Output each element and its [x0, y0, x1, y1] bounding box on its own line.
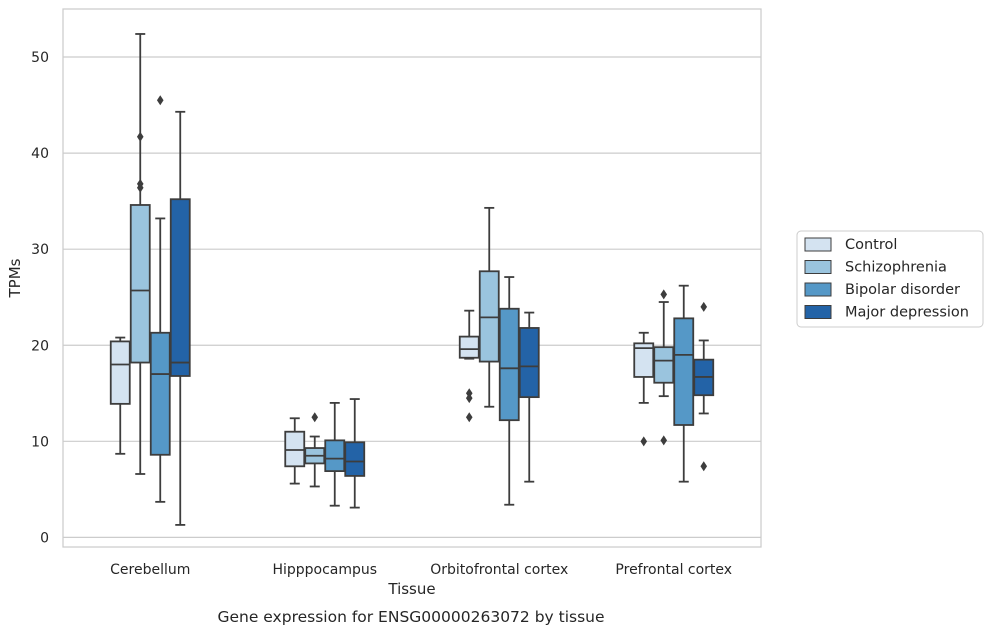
- legend: Control Schizophrenia Bipolar disorder Majo…: [796, 230, 984, 328]
- y-tick-label: 50: [31, 50, 49, 66]
- y-tick-label: 40: [31, 146, 49, 162]
- x-tick-label: Orbitofrontal cortex: [430, 562, 568, 578]
- box-bipolar-disorder: [324, 401, 346, 507]
- box-control: [458, 309, 480, 423]
- legend-swatch: [804, 305, 832, 319]
- box-body: [109, 340, 131, 405]
- box-major-depression: [169, 110, 191, 526]
- legend-label: Control: [845, 237, 897, 253]
- legend-swatch: [804, 282, 832, 297]
- y-tick-label: 20: [31, 338, 49, 354]
- box-schizophrenia: [653, 289, 675, 446]
- outlier-point: [640, 436, 648, 447]
- y-axis-label: TPMs: [6, 258, 24, 298]
- outlier-point: [156, 95, 164, 106]
- outlier-point: [465, 393, 473, 404]
- box-bipolar-disorder: [149, 95, 171, 503]
- box-body: [149, 331, 171, 456]
- outlier-point: [700, 461, 708, 472]
- box-schizophrenia: [304, 412, 326, 488]
- outlier-point: [660, 435, 668, 446]
- box-control: [109, 336, 131, 455]
- box-schizophrenia: [478, 206, 500, 408]
- box-body: [518, 327, 540, 399]
- box-control: [633, 331, 655, 447]
- boxes: [109, 33, 715, 526]
- x-axis-label: Tissue: [387, 580, 435, 598]
- chart-title: Gene expression for ENSG00000263072 by t…: [217, 608, 604, 626]
- outlier-point: [700, 301, 708, 312]
- box-major-depression: [693, 301, 715, 472]
- x-tick-label: Prefrontal cortex: [615, 562, 732, 578]
- legend-label: Schizophrenia: [845, 260, 947, 276]
- box-body: [653, 346, 675, 384]
- x-axis-ticks: Cerebellum Hipppocampus Orbitofrontal cort…: [110, 562, 732, 578]
- legend-frame: [796, 230, 984, 328]
- legend-swatch: [804, 260, 832, 274]
- box-bipolar-disorder: [673, 284, 695, 483]
- gridlines: [63, 56, 761, 538]
- y-tick-label: 0: [40, 530, 49, 546]
- box-control: [284, 417, 306, 485]
- outlier-point: [660, 289, 668, 300]
- box-bipolar-disorder: [498, 276, 520, 506]
- legend-label: Bipolar disorder: [845, 282, 960, 298]
- outlier-point: [311, 412, 319, 423]
- outlier-point: [136, 182, 144, 193]
- box-body: [169, 198, 191, 377]
- box-body: [633, 342, 655, 378]
- box-major-depression: [344, 398, 366, 509]
- box-body: [498, 307, 520, 422]
- y-axis-ticks: 0 10 20 30 40 50: [31, 50, 49, 546]
- box-body: [673, 317, 695, 426]
- box-major-depression: [518, 311, 540, 483]
- legend-label: Major depression: [845, 305, 969, 321]
- y-tick-label: 10: [31, 434, 49, 450]
- plot-area-frame: [62, 8, 762, 548]
- box-body: [344, 441, 366, 477]
- outlier-point: [136, 131, 144, 142]
- legend-swatch: [804, 237, 832, 252]
- box-body: [478, 270, 500, 363]
- box-body: [284, 430, 306, 468]
- box-body: [324, 439, 346, 473]
- box-body: [458, 335, 480, 359]
- x-tick-label: Cerebellum: [110, 562, 190, 578]
- outlier-point: [465, 412, 473, 423]
- y-tick-label: 30: [31, 242, 49, 258]
- x-tick-label: Hipppocampus: [272, 562, 377, 578]
- box-body: [129, 204, 151, 364]
- box-schizophrenia: [129, 33, 151, 475]
